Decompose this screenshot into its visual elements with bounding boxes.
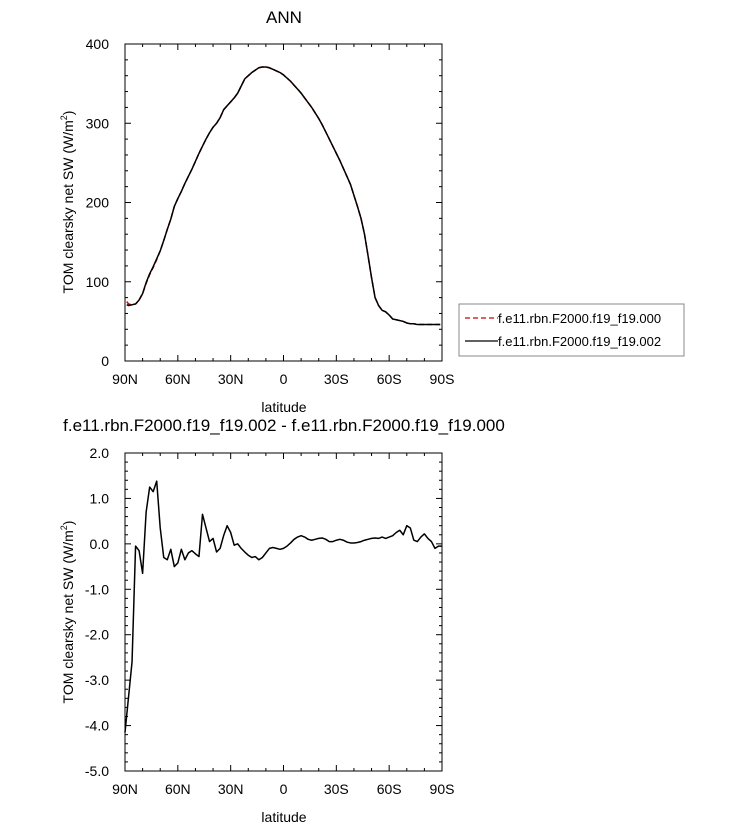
legend-box	[458, 303, 685, 357]
bottom-chart-title: f.e11.rbn.F2000.f19_f19.002 - f.e11.rbn.…	[63, 416, 505, 435]
bottom-axis-ticks: 90N 60N 30N 0 30S 60S 90S -5.0 -4.0 -3.0 -2.0 -1.0 0…	[85, 445, 455, 797]
bottom-xtick-label: 60N	[165, 781, 191, 797]
top-xtick-label: 30N	[218, 371, 244, 387]
bottom-ytick-label: -5.0	[85, 763, 109, 779]
bottom-series-lines	[124, 480, 442, 733]
bottom-ytick-label: 1.0	[90, 490, 110, 506]
top-ytick-label: 400	[86, 36, 110, 52]
bottom-ytick-label: -2.0	[85, 627, 109, 643]
top-xtick-label: 30S	[324, 371, 349, 387]
bottom-ytick-label: -4.0	[85, 718, 109, 734]
top-ytick-label: 0	[101, 353, 109, 369]
top-ytick-label: 200	[86, 195, 110, 211]
bottom-ytick-label: -1.0	[85, 581, 109, 597]
bottom-xlabel: latitude	[261, 809, 306, 825]
top-xtick-label: 60S	[377, 371, 402, 387]
bottom-ytick-label: -3.0	[85, 672, 109, 688]
top-xtick-label: 60N	[165, 371, 191, 387]
bottom-ytick-label: 2.0	[90, 445, 110, 461]
top-xtick-label: 90S	[430, 371, 455, 387]
top-ytick-label: 300	[86, 115, 110, 131]
bottom-xtick-label: 90N	[112, 781, 138, 797]
top-xlabel: latitude	[261, 399, 306, 415]
bottom-chart: f.e11.rbn.F2000.f19_f19.002 - f.e11.rbn.…	[59, 416, 505, 825]
bottom-series-line-0	[124, 480, 442, 733]
top-series-line-0	[126, 66, 441, 326]
top-axis-ticks: 90N 60N 30N 0 30S 60S 90S 0 100 200 300 400	[86, 36, 455, 387]
legend: f.e11.rbn.F2000.f19_f19.000 f.e11.rbn.F2…	[458, 303, 685, 357]
bottom-xtick-label: 60S	[377, 781, 402, 797]
legend-label-series-002: f.e11.rbn.F2000.f19_f19.002	[498, 334, 661, 349]
top-xtick-label: 0	[280, 371, 288, 387]
top-series-line-1	[126, 66, 441, 326]
top-ylabel: TOM clearsky net SW (W/m2)	[59, 111, 76, 294]
top-chart: ANN 90N 60N 30N 0 30S 60S 90S 0 100 200 300 400 lat…	[59, 8, 685, 415]
bottom-xtick-label: 30N	[218, 781, 244, 797]
legend-label-series-000: f.e11.rbn.F2000.f19_f19.000	[498, 311, 661, 326]
top-chart-title: ANN	[266, 8, 302, 27]
top-ytick-label: 100	[86, 274, 110, 290]
top-xtick-label: 90N	[112, 371, 138, 387]
bottom-plot-frame	[124, 452, 443, 772]
bottom-xtick-label: 0	[280, 781, 288, 797]
bottom-ylabel: TOM clearsky net SW (W/m2)	[59, 521, 76, 704]
bottom-xtick-label: 30S	[324, 781, 349, 797]
top-plot-frame	[124, 43, 443, 362]
bottom-xtick-label: 90S	[430, 781, 455, 797]
top-series-lines	[126, 66, 441, 326]
bottom-ytick-label: 0.0	[90, 536, 110, 552]
